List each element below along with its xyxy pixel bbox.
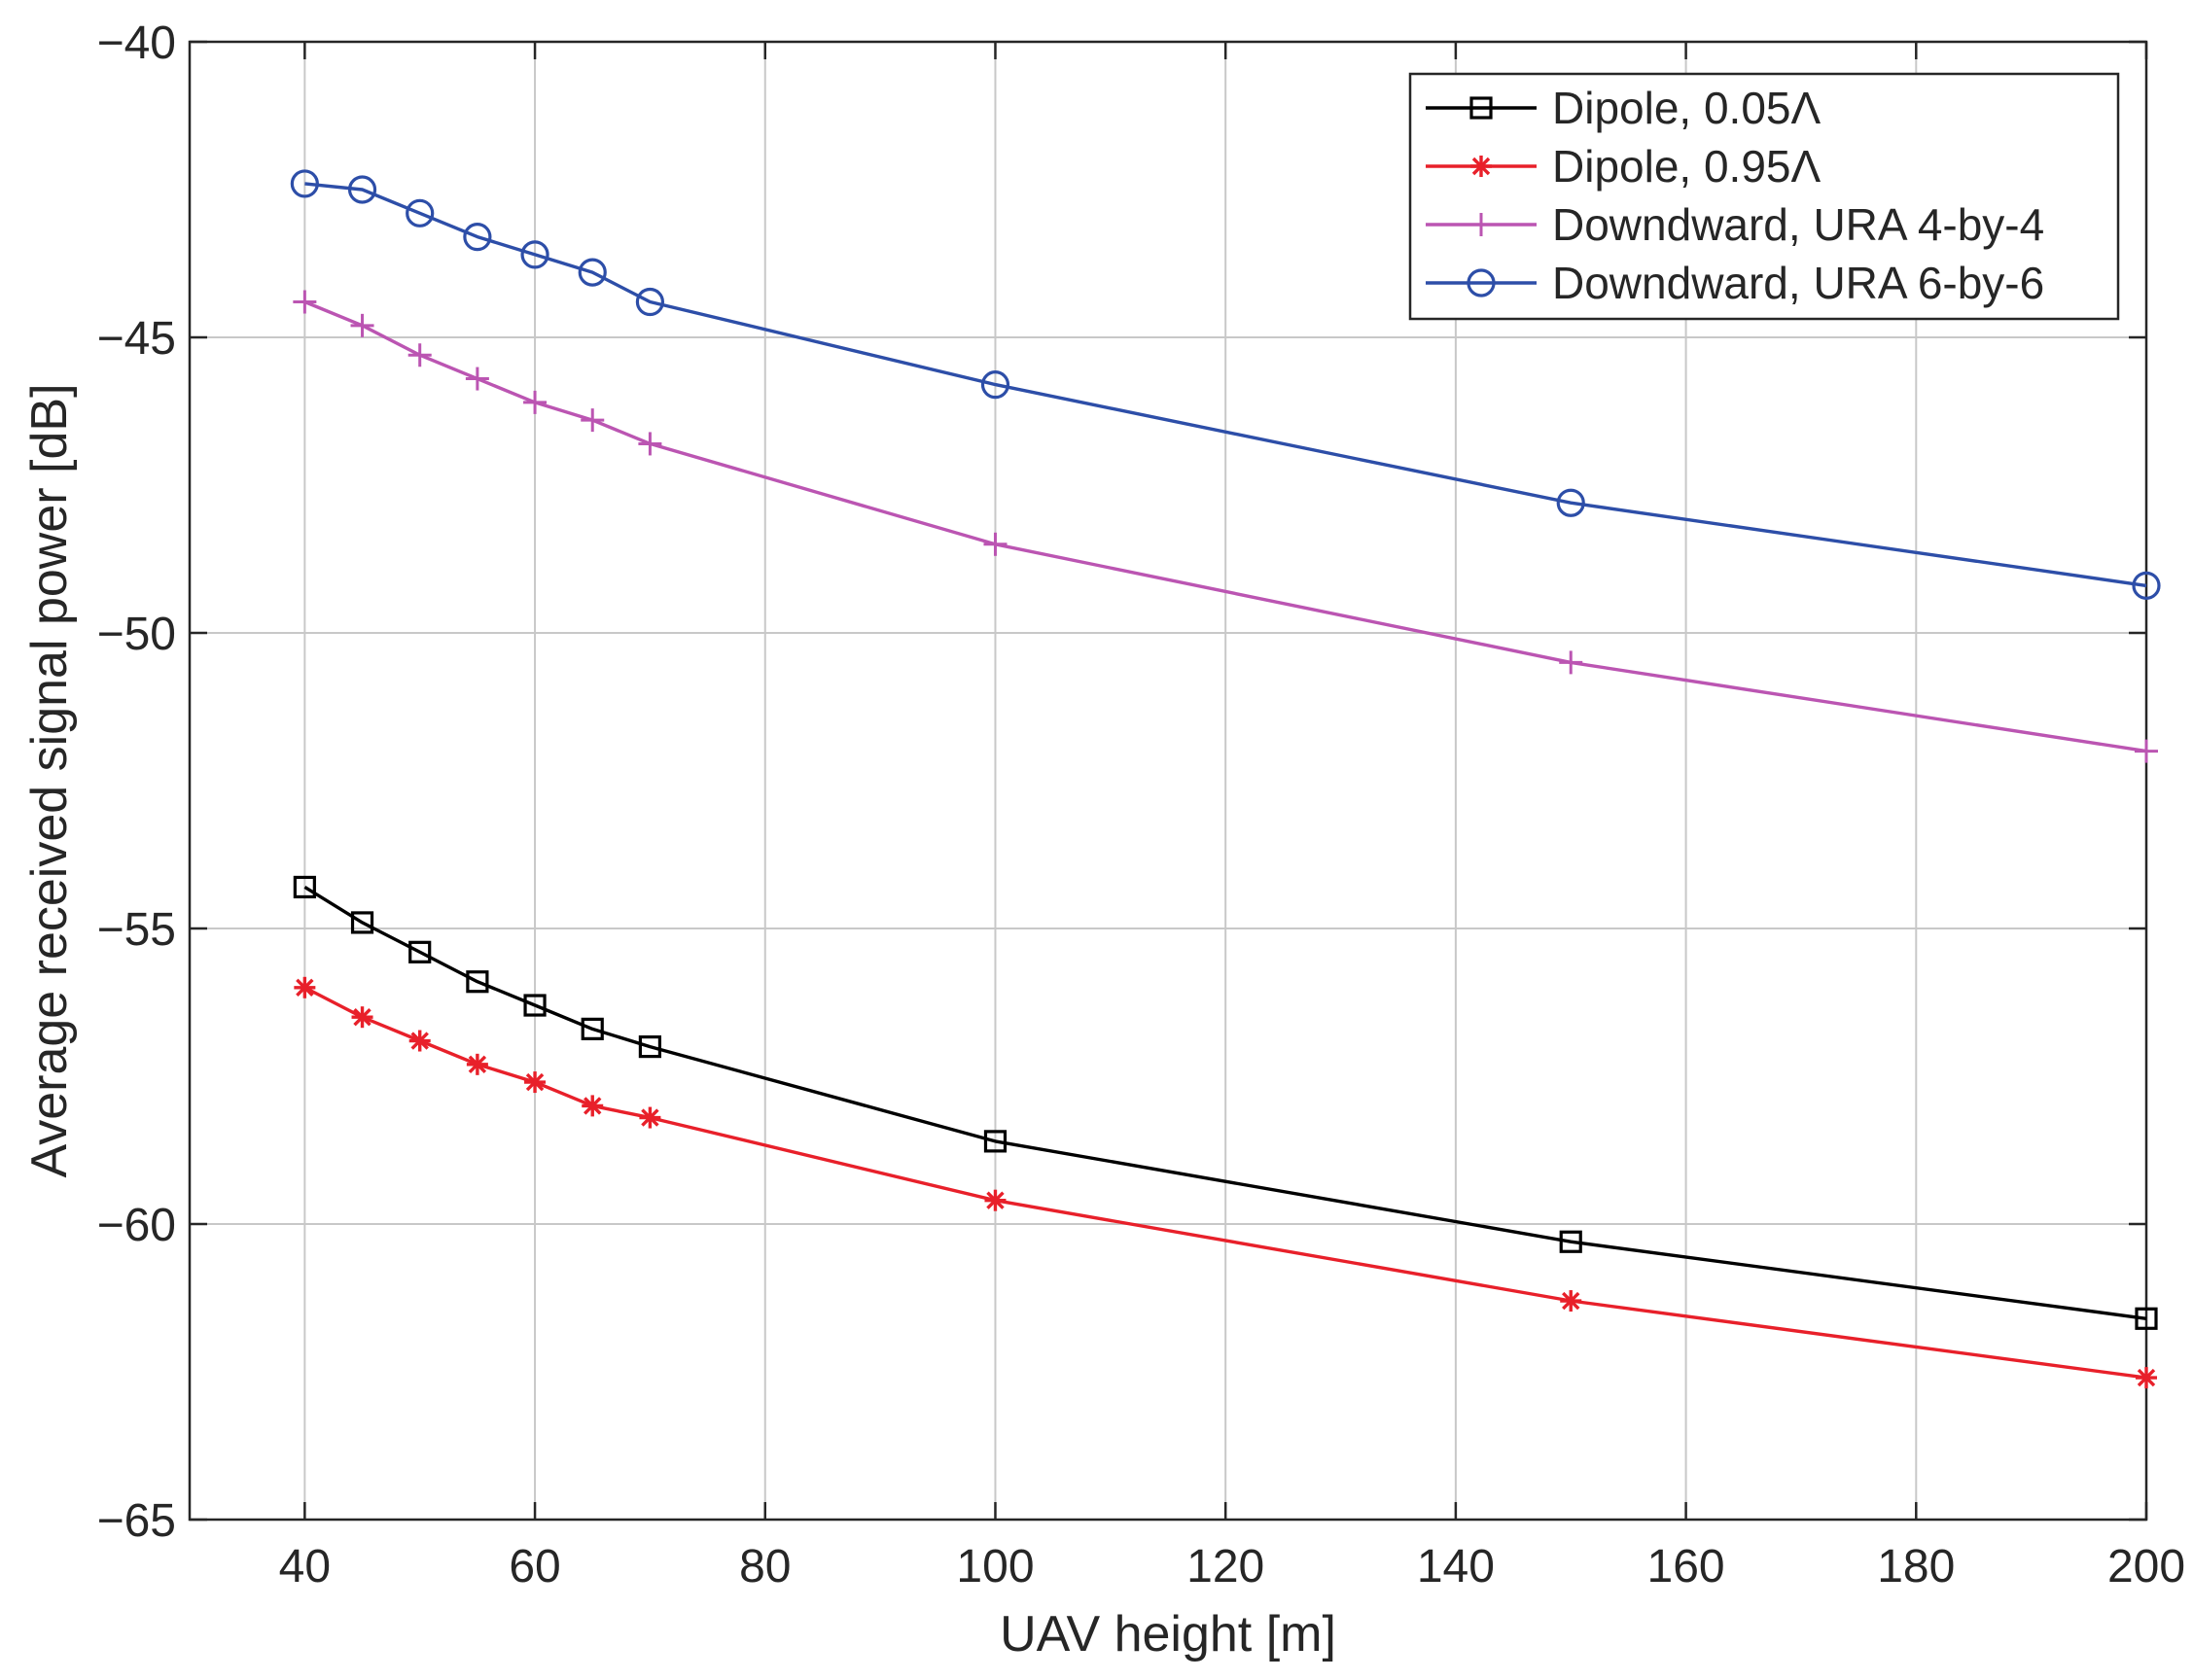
circle-marker [1556, 488, 1585, 517]
circle-marker [2132, 571, 2161, 600]
x-tick-label: 60 [509, 1541, 560, 1592]
series-dipole-0-05 [293, 875, 2158, 1330]
circle-marker [406, 198, 435, 228]
circle-marker [635, 287, 665, 317]
asterisk-stroke [296, 978, 314, 998]
legend-entry: Dipole, 0.95Λ [1426, 141, 1821, 192]
circle-marker [578, 258, 607, 287]
circle-marker [347, 175, 377, 204]
square-marker [466, 970, 489, 994]
plus-marker [407, 343, 432, 368]
legend-entry: Downdward, URA 6-by-6 [1426, 258, 2044, 308]
series-line [304, 182, 2147, 588]
plus-marker [465, 367, 489, 391]
asterisk-stroke [584, 1097, 602, 1115]
plus-marker [638, 432, 662, 456]
legend-label: Downdward, URA 6-by-6 [1552, 258, 2044, 308]
legend: Dipole, 0.05Λ Dipole, 0.95Λ Downdward, URA… [1408, 72, 2120, 321]
square-marker [350, 911, 374, 934]
square-marker [983, 1130, 1008, 1153]
circle-marker [1467, 268, 1496, 298]
plus-marker [2135, 739, 2158, 763]
asterisk-stroke [2137, 1368, 2156, 1387]
y-axis-title: Average received signal power [dB] [21, 383, 78, 1177]
y-tick-label: −55 [97, 904, 176, 956]
square-marker [2135, 1307, 2158, 1330]
square-marker [1469, 96, 1493, 120]
asterisk-marker [2136, 1367, 2157, 1389]
plus-marker [350, 313, 374, 337]
asterisk-marker [294, 976, 316, 998]
series-line [303, 986, 2147, 1380]
y-tick-label: −65 [97, 1495, 176, 1547]
x-tick-label: 180 [1877, 1541, 1955, 1592]
y-tick-label: −40 [97, 18, 176, 69]
asterisk-stroke [986, 1191, 1005, 1209]
series-line [303, 885, 2147, 1320]
x-tick-label: 140 [1417, 1541, 1495, 1592]
plus-marker [581, 408, 605, 433]
plus-marker [523, 390, 548, 414]
series-line [303, 299, 2147, 753]
x-tick-label: 160 [1647, 1541, 1725, 1592]
y-tick-label: −60 [97, 1200, 176, 1251]
legend-label: Downdward, URA 4-by-4 [1552, 199, 2044, 250]
plus-marker [983, 532, 1008, 556]
x-axis-title: UAV height [m] [1000, 1606, 1336, 1662]
asterisk-stroke [525, 1072, 545, 1092]
asterisk-marker [466, 1053, 488, 1075]
asterisk-marker [984, 1189, 1007, 1211]
square-marker [1559, 1230, 1582, 1253]
series-downdward-ura-4-by-4 [293, 290, 2158, 763]
y-tick-label: −45 [97, 313, 176, 365]
legend-entry: Dipole, 0.05Λ [1426, 83, 1821, 133]
asterisk-stroke [468, 1055, 487, 1074]
asterisk-marker [408, 1030, 431, 1052]
legend-label: Dipole, 0.95Λ [1552, 141, 1821, 192]
circle-marker [463, 223, 492, 252]
asterisk-stroke [353, 1007, 371, 1027]
asterisk-stroke [641, 1108, 659, 1127]
asterisk-stroke [1471, 157, 1491, 176]
series-downdward-ura-6-by-6 [290, 169, 2161, 600]
plus-marker [1469, 213, 1493, 236]
series-dipole-0-95 [294, 976, 2157, 1389]
y-tick-label: −50 [97, 609, 176, 660]
square-marker [581, 1017, 604, 1040]
square-marker [523, 994, 547, 1017]
asterisk-stroke [410, 1032, 429, 1050]
asterisk-marker [582, 1095, 604, 1117]
asterisk-marker [524, 1071, 547, 1094]
asterisk-marker [351, 1006, 373, 1029]
asterisk-marker [639, 1106, 661, 1129]
asterisk-stroke [1562, 1291, 1580, 1311]
square-marker [638, 1034, 662, 1059]
plus-marker [1559, 650, 1583, 675]
circle-marker [290, 169, 319, 198]
series-lines [290, 169, 2161, 1389]
asterisk-marker [1560, 1290, 1582, 1312]
x-tick-label: 40 [279, 1541, 331, 1592]
x-tick-label: 200 [2107, 1541, 2185, 1592]
plot-frame [188, 40, 2148, 1522]
circle-marker [980, 370, 1010, 400]
circle-marker [520, 240, 549, 269]
square-marker [408, 940, 432, 963]
x-tick-label: 80 [739, 1541, 791, 1592]
x-tick-label: 100 [956, 1541, 1034, 1592]
asterisk-marker [1470, 156, 1492, 177]
legend-box [1408, 72, 2120, 321]
square-marker [293, 875, 316, 899]
axis-ticks: 40 60 80 100 120 140 160 180 200 −40 −45 −50 −55 −60 −… [97, 18, 2185, 1592]
legend-entry: Downdward, URA 4-by-4 [1426, 199, 2044, 250]
plus-marker [293, 290, 317, 314]
x-tick-label: 120 [1186, 1541, 1264, 1592]
legend-label: Dipole, 0.05Λ [1552, 83, 1821, 133]
